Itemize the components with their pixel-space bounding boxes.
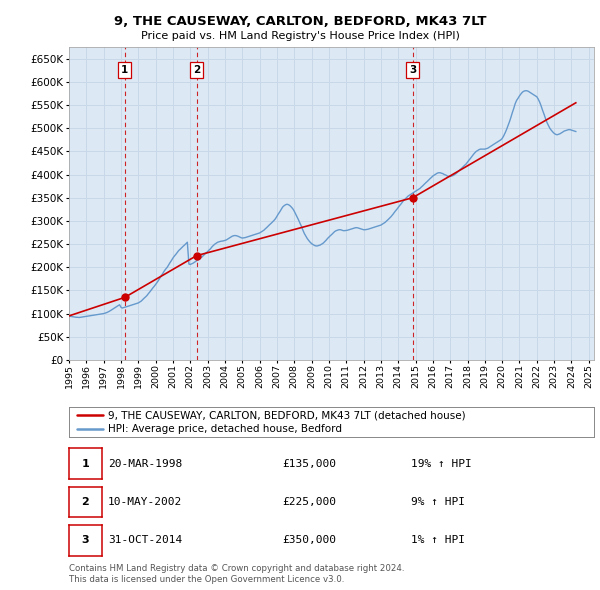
Text: 3: 3 <box>409 65 416 76</box>
Text: 19% ↑ HPI: 19% ↑ HPI <box>411 459 472 468</box>
Text: 20-MAR-1998: 20-MAR-1998 <box>108 459 182 468</box>
Text: 1: 1 <box>121 65 128 76</box>
Text: 2: 2 <box>82 497 89 507</box>
Text: HPI: Average price, detached house, Bedford: HPI: Average price, detached house, Bedf… <box>109 424 343 434</box>
Text: Contains HM Land Registry data © Crown copyright and database right 2024.: Contains HM Land Registry data © Crown c… <box>69 565 404 573</box>
Text: 1% ↑ HPI: 1% ↑ HPI <box>411 536 465 545</box>
Text: Price paid vs. HM Land Registry's House Price Index (HPI): Price paid vs. HM Land Registry's House … <box>140 31 460 41</box>
Text: This data is licensed under the Open Government Licence v3.0.: This data is licensed under the Open Gov… <box>69 575 344 584</box>
Text: £350,000: £350,000 <box>282 536 336 545</box>
Text: 9, THE CAUSEWAY, CARLTON, BEDFORD, MK43 7LT: 9, THE CAUSEWAY, CARLTON, BEDFORD, MK43 … <box>114 15 486 28</box>
Text: 3: 3 <box>82 536 89 545</box>
Text: 2: 2 <box>193 65 200 76</box>
Text: 10-MAY-2002: 10-MAY-2002 <box>108 497 182 507</box>
Text: 31-OCT-2014: 31-OCT-2014 <box>108 536 182 545</box>
Text: 9, THE CAUSEWAY, CARLTON, BEDFORD, MK43 7LT (detached house): 9, THE CAUSEWAY, CARLTON, BEDFORD, MK43 … <box>109 410 466 420</box>
Text: £225,000: £225,000 <box>282 497 336 507</box>
Text: 1: 1 <box>82 459 89 468</box>
Text: 9% ↑ HPI: 9% ↑ HPI <box>411 497 465 507</box>
Text: £135,000: £135,000 <box>282 459 336 468</box>
